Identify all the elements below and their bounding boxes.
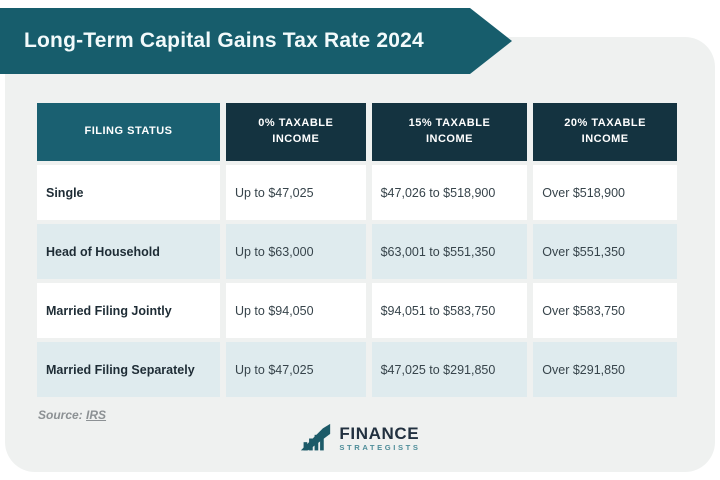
logo-wordmark: FINANCE STRATEGISTS <box>339 425 420 452</box>
income-range-cell: Up to $47,025 <box>225 342 366 397</box>
filing-status-cell: Single <box>37 165 220 220</box>
income-range-cell: $47,026 to $518,900 <box>371 165 528 220</box>
filing-status-cell: Head of Household <box>37 224 220 279</box>
column-header-15-percent: 15% TAXABLE INCOME <box>371 103 528 161</box>
table-row: Head of Household Up to $63,000 $63,001 to… <box>37 224 677 279</box>
source-label: Source: <box>38 408 83 422</box>
income-range-cell: Up to $94,050 <box>225 283 366 338</box>
table-row: Single Up to $47,025 $47,026 to $518,900 Ov… <box>37 165 677 220</box>
finance-strategists-logo: FINANCE STRATEGISTS <box>0 422 720 455</box>
filing-status-cell: Married Filing Separately <box>37 342 220 397</box>
page-title: Long-Term Capital Gains Tax Rate 2024 <box>24 29 424 52</box>
logo-finance-text: FINANCE <box>339 424 420 444</box>
source-attribution: Source: IRS <box>38 408 106 422</box>
income-range-cell: Over $518,900 <box>533 165 677 220</box>
income-range-cell: Up to $63,000 <box>225 224 366 279</box>
filing-status-cell: Married Filing Jointly <box>37 283 220 338</box>
column-header-0-percent: 0% TAXABLE INCOME <box>225 103 366 161</box>
income-range-cell: $63,001 to $551,350 <box>371 224 528 279</box>
source-irs-link[interactable]: IRS <box>86 408 107 422</box>
income-range-cell: Over $583,750 <box>533 283 677 338</box>
income-range-cell: Over $291,850 <box>533 342 677 397</box>
table-row: Married Filing Separately Up to $47,025 $4… <box>37 342 677 397</box>
title-banner: Long-Term Capital Gains Tax Rate 2024 <box>0 8 512 74</box>
logo-strategists-text: STRATEGISTS <box>339 443 421 453</box>
column-header-filing-status: FILING STATUS <box>37 103 220 161</box>
bar-chart-icon <box>301 423 331 451</box>
tax-rate-table: FILING STATUS 0% TAXABLE INCOME 15% TAXA… <box>31 99 683 401</box>
income-range-cell: Up to $47,025 <box>225 165 366 220</box>
column-header-20-percent: 20% TAXABLE INCOME <box>533 103 677 161</box>
table-header-row: FILING STATUS 0% TAXABLE INCOME 15% TAXA… <box>37 103 677 161</box>
income-range-cell: $94,051 to $583,750 <box>371 283 528 338</box>
income-range-cell: Over $551,350 <box>533 224 677 279</box>
income-range-cell: $47,025 to $291,850 <box>371 342 528 397</box>
table-row: Married Filing Jointly Up to $94,050 $94,0… <box>37 283 677 338</box>
